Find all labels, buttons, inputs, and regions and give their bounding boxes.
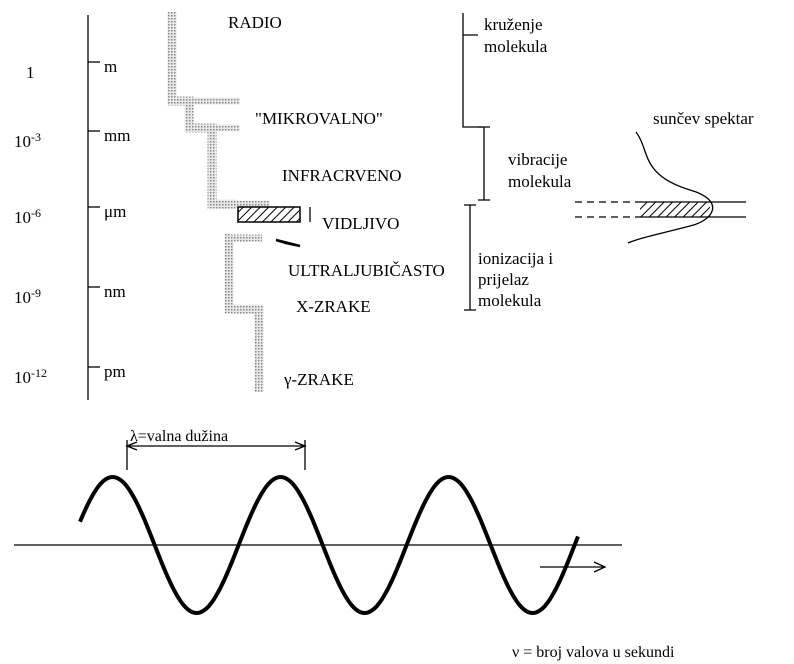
effect-label: kruženje (484, 15, 543, 34)
sun-visible (640, 202, 710, 217)
scale-base: 10 (14, 368, 31, 387)
bracket (478, 126, 490, 201)
scale-number: 10-6 (14, 206, 41, 227)
region-label: INFRACRVENO (282, 166, 402, 185)
scale-base: 10 (14, 288, 31, 307)
sun-dashes (575, 201, 640, 218)
region-label: VIDLJIVO (322, 214, 399, 233)
effect-label: molekula (478, 291, 542, 310)
scale-number: 10-3 (14, 130, 41, 151)
uv-mark (275, 238, 301, 248)
region-label: "MIKROVALNO" (255, 109, 383, 128)
scale-number: 10-12 (14, 366, 47, 387)
scale-exponent: -12 (31, 366, 47, 380)
effect-label: molekula (508, 172, 572, 191)
region-label: ULTRALJUBIČASTO (288, 261, 445, 280)
effect-label: ionizacija i (478, 249, 553, 268)
region-label: γ-ZRAKE (283, 370, 354, 389)
effect-label: vibracije (508, 150, 567, 169)
spectrum-steps (172, 97, 270, 242)
sun-lines (640, 201, 746, 218)
scale-unit: pm (104, 362, 126, 381)
scale-unit: μm (104, 202, 126, 221)
region-label: RADIO (228, 13, 282, 32)
scale-exponent: -3 (31, 130, 41, 144)
wavelength-label: λ=valna dužina (130, 428, 228, 445)
scale-number: 1 (26, 63, 35, 82)
sun-curve (627, 131, 714, 244)
visible-band (237, 206, 301, 223)
direction-arrow (540, 561, 607, 573)
wave (78, 474, 580, 616)
scale-base: 1 (26, 63, 35, 82)
bracket (464, 204, 476, 311)
scale-unit: nm (104, 282, 126, 301)
effect-label: prijelaz (478, 270, 529, 289)
scale-exponent: -9 (31, 286, 41, 300)
region-label: X-ZRAKE (296, 297, 371, 316)
scale-exponent: -6 (31, 206, 41, 220)
scale-base: 10 (14, 132, 31, 151)
wavelength-arrow (125, 440, 307, 470)
bracket (462, 13, 482, 128)
effect-label: molekula (484, 37, 548, 56)
scale-unit: mm (104, 126, 130, 145)
sun-label: sunčev spektar (653, 109, 754, 128)
scale-base: 10 (14, 208, 31, 227)
frequency-label: ν = broj valova u sekundi (512, 644, 675, 661)
scale-number: 10-9 (14, 286, 41, 307)
scale-unit: m (104, 57, 117, 76)
